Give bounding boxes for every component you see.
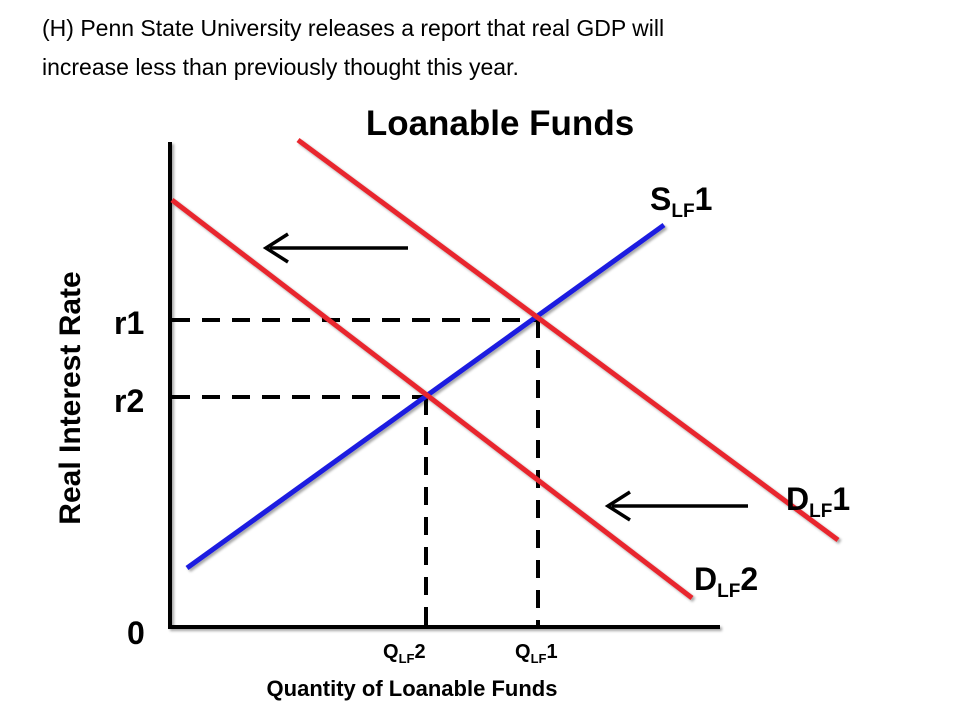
diagram-title: Loanable Funds [366,104,634,143]
rate-label-r2: r2 [114,383,144,419]
demand-2-label: DLF2 [694,561,758,602]
quantity-label-q2: QLF2 [383,641,426,666]
left-arrow-lower [604,490,748,522]
shift-arrows [262,232,748,522]
quantity-label-q1: QLF1 [515,641,558,666]
y-axis-label: Real Interest Rate [54,271,87,524]
x-axis-label: Quantity of Loanable Funds [267,676,558,701]
caption-line-2: increase less than previously thought th… [42,54,519,80]
origin-label: 0 [127,615,145,651]
curves [170,137,840,600]
rate-label-r1: r1 [114,305,144,341]
left-arrow-upper [262,232,408,264]
guide-lines [172,318,540,627]
demand-1-label: DLF1 [786,481,850,522]
axes [168,142,720,629]
demand-curve-1 [296,137,840,543]
demand-curve-2 [170,198,694,600]
caption-line-1: (H) Penn State University releases a rep… [42,15,664,41]
supply-label: SLF1 [650,181,712,222]
